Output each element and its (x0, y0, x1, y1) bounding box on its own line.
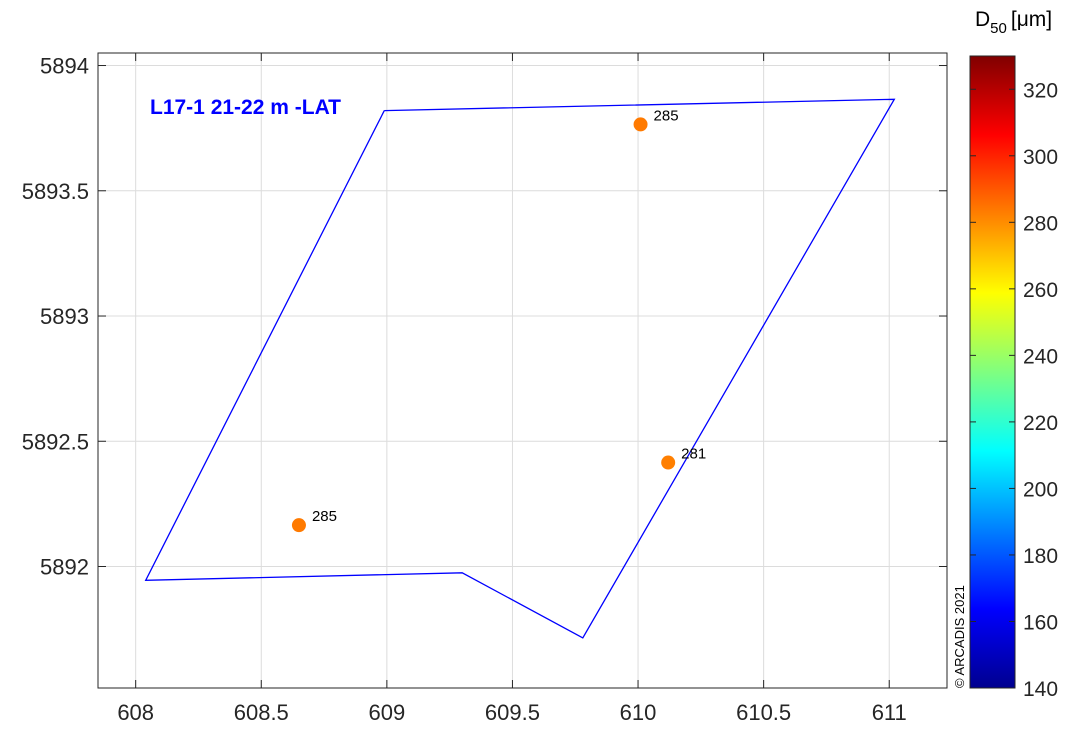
x-tick-label: 608 (117, 700, 154, 725)
sample-points: 285 281 285 (291, 107, 706, 533)
sample-point-label: 285 (654, 107, 679, 124)
x-tick-label: 609 (369, 700, 406, 725)
sample-point (661, 455, 676, 470)
y-tick-label: 5893 (40, 304, 89, 329)
colorbar-tick-label: 300 (1023, 146, 1058, 169)
grid (98, 53, 947, 688)
colorbar-title-subscript: 50 (990, 20, 1007, 37)
colorbar-title-unit: [μm] (1011, 8, 1052, 31)
sample-point (633, 117, 648, 132)
copyright-watermark: © ARCADIS 2021 (952, 585, 967, 688)
colorbar-tick-label: 280 (1023, 212, 1058, 235)
sample-point-label: 285 (312, 508, 337, 525)
colorbar-ticks: 140 160 180 200 220 240 260 280 300 320 (970, 79, 1058, 701)
x-tick-label: 610 (620, 700, 657, 725)
chart-title: L17-1 21-22 m -LAT (150, 96, 341, 119)
y-tick-label: 5893.5 (22, 179, 89, 204)
y-tick-labels: 5892 5892.5 5893 5893.5 5894 (22, 54, 89, 580)
colorbar-tick-label: 160 (1023, 611, 1058, 634)
colorbar-title: D50 [μm] (975, 8, 1052, 37)
survey-boundary (144, 98, 896, 639)
x-tick-labels: 608 608.5 609 609.5 610 610.5 611 (117, 700, 906, 725)
x-tick-label: 609.5 (485, 700, 540, 725)
colorbar-tick-label: 140 (1023, 678, 1058, 701)
colorbar-tick-label: 180 (1023, 545, 1058, 568)
sample-point-label: 281 (681, 446, 706, 463)
colorbar-gradient (969, 55, 1016, 689)
plot-frame (97, 52, 948, 689)
colorbar-tick-label: 240 (1023, 345, 1058, 368)
x-tick-label: 611 (872, 700, 907, 725)
y-tick-label: 5892 (40, 555, 89, 580)
colorbar: 140 160 180 200 220 240 260 280 300 320 D50 [μm] (969, 8, 1058, 701)
colorbar-tick-label: 220 (1023, 412, 1058, 435)
colorbar-tick-label: 200 (1023, 478, 1058, 501)
x-tick-label: 608.5 (234, 700, 289, 725)
y-tick-label: 5892.5 (22, 429, 89, 454)
sample-point (291, 518, 306, 533)
x-tick-label: 610.5 (736, 700, 791, 725)
plot-background (98, 53, 947, 688)
colorbar-title-main: D (975, 8, 990, 31)
colorbar-tick-label: 260 (1023, 279, 1058, 302)
colorbar-tick-label: 320 (1023, 79, 1058, 102)
y-tick-label: 5894 (40, 54, 89, 79)
